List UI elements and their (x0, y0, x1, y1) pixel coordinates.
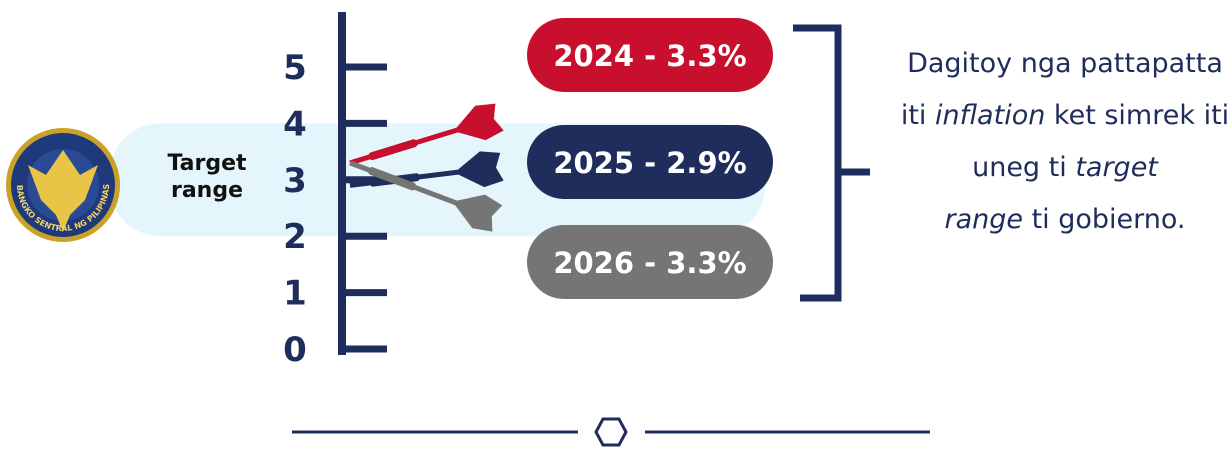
bracket (793, 28, 870, 298)
logo: BANGKO SENTRAL NG PILIPINAS (6, 128, 120, 242)
y-tick-label: 1 (283, 274, 307, 314)
infographic: BANGKO SENTRAL NG PILIPINAS Targetrange … (0, 0, 1230, 449)
y-tick-label: 4 (283, 104, 307, 144)
annotation-part: inflation (935, 100, 1045, 131)
annotation-part: range (944, 204, 1023, 235)
y-tick-label: 2 (283, 217, 307, 257)
value-label: 2026 - 3.3% (553, 246, 746, 280)
y-tick-label: 5 (283, 48, 307, 88)
value-label: 2024 - 3.3% (553, 39, 746, 73)
y-tick-label: 3 (283, 161, 307, 201)
annotation-part: target (1075, 152, 1158, 183)
annotation: Dagitoy nga pattapatta iti inflation ket… (900, 38, 1230, 246)
hexagon (596, 419, 626, 445)
annotation-part: ti gobierno. (1023, 204, 1186, 235)
y-tick-label: 0 (283, 330, 307, 370)
value-label: 2025 - 2.9% (553, 146, 746, 180)
